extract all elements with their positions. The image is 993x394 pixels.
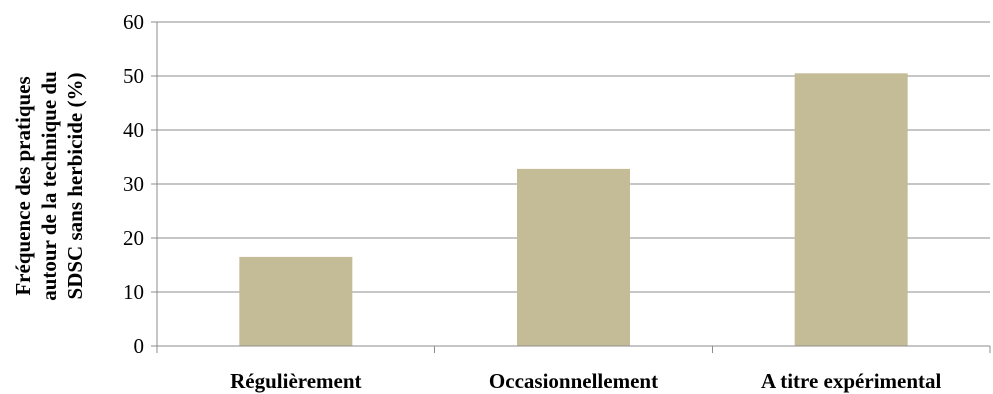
x-tick-label: A titre expérimental [761, 369, 942, 393]
x-tick-labels: Régulièrement Occasionnellement A titre ex… [230, 369, 941, 393]
y-tick-label: 40 [123, 118, 144, 142]
y-axis-title-line-2: autour de la technique du [37, 71, 61, 301]
y-tick-label: 30 [123, 172, 144, 196]
bar [517, 168, 630, 346]
y-axis-title-line-3: SDSC sans herbicide (%) [63, 73, 87, 300]
y-axis-title-line-1: Fréquence des pratiques [11, 76, 35, 295]
bars [239, 73, 908, 347]
y-tick-label: 20 [123, 226, 144, 250]
y-tick-labels: 0 10 20 30 40 50 60 [123, 10, 991, 358]
y-axis-title: Fréquence des pratiques autour de la tec… [11, 71, 87, 301]
y-tick-label: 60 [123, 10, 144, 34]
y-tick-label: 10 [123, 280, 144, 304]
y-tick-label: 0 [134, 334, 145, 358]
bar [794, 73, 908, 347]
x-tick-label: Régulièrement [230, 369, 361, 393]
x-tick-label: Occasionnellement [489, 369, 658, 393]
y-tick-label: 50 [123, 64, 144, 88]
bar [239, 256, 353, 346]
